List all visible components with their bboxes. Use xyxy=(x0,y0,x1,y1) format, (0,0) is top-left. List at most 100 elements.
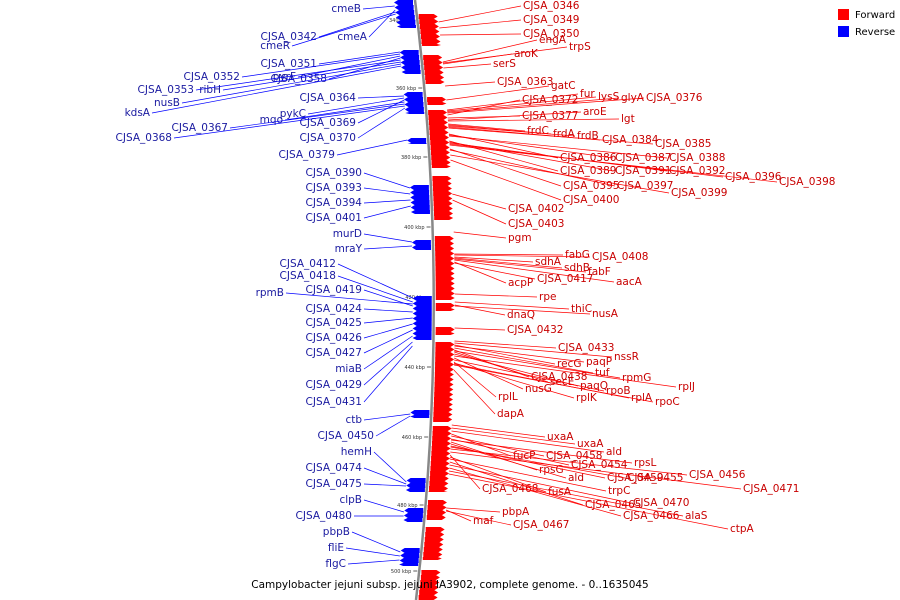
reverse-gene-label[interactable]: CJSA_0394 xyxy=(306,197,363,209)
forward-gene-label[interactable]: ctpA xyxy=(730,523,755,535)
reverse-gene-label[interactable]: CJSA_0419 xyxy=(306,284,362,296)
forward-gene-label[interactable]: CJSA_0389 xyxy=(560,165,616,177)
reverse-gene-label[interactable]: CJSA_0379 xyxy=(279,149,335,161)
forward-gene-label[interactable]: CJSA_0471 xyxy=(743,483,799,495)
reverse-gene-label[interactable]: pykC xyxy=(280,108,306,120)
reverse-gene-label[interactable]: CJSA_0390 xyxy=(306,167,362,179)
forward-gene-label[interactable]: acpP xyxy=(508,277,533,289)
reverse-gene-label[interactable]: ctb xyxy=(345,414,362,426)
forward-gene-label[interactable]: pgm xyxy=(508,232,532,244)
reverse-gene-label[interactable]: CJSA_0364 xyxy=(300,92,357,104)
reverse-gene-label[interactable]: rpmB xyxy=(256,287,284,299)
forward-gene-label[interactable]: rplL xyxy=(498,391,518,403)
reverse-gene-label[interactable]: clpB xyxy=(339,494,362,506)
reverse-gene-label[interactable]: pbpB xyxy=(323,526,350,538)
reverse-gene-label[interactable]: murD xyxy=(333,228,362,240)
forward-gene-label[interactable]: paqQ xyxy=(580,380,608,392)
reverse-gene-label[interactable]: CJSA_0412 xyxy=(280,258,336,270)
forward-gene-label[interactable]: rplJ xyxy=(678,381,695,393)
forward-gene-label[interactable]: CJSA_0388 xyxy=(669,152,725,164)
reverse-gene-label[interactable]: CJSA_0450 xyxy=(318,430,374,442)
forward-gene-label[interactable]: CJSA_0372 xyxy=(522,94,578,106)
reverse-gene-label[interactable]: CJSA_0429 xyxy=(306,379,362,391)
forward-gene-label[interactable]: fabF xyxy=(588,266,611,278)
forward-gene-label[interactable]: CJSA_0346 xyxy=(523,0,580,12)
forward-gene-label[interactable]: CJSA_0454 xyxy=(571,459,628,471)
forward-gene-label[interactable]: rpmG xyxy=(622,372,651,384)
reverse-gene-label[interactable]: CJSA_0342 xyxy=(261,31,317,43)
reverse-gene-label[interactable]: CJSA_0474 xyxy=(306,462,363,474)
forward-gene-label[interactable]: CJSA_0350 xyxy=(523,28,579,40)
reverse-gene-label[interactable]: CJSA_0351 xyxy=(261,58,317,70)
forward-gene-label[interactable]: rpe xyxy=(539,291,556,303)
reverse-gene-label[interactable]: kdsA xyxy=(125,107,151,119)
reverse-gene-label[interactable]: CJSA_0370 xyxy=(300,132,356,144)
forward-gene-label[interactable]: aroE xyxy=(583,106,607,118)
forward-gene-label[interactable]: maf xyxy=(473,515,494,527)
forward-gene-label[interactable]: ald xyxy=(568,472,584,484)
forward-gene-label[interactable]: CJSA_0395 xyxy=(563,180,619,192)
forward-gene-label[interactable]: CJSA_0402 xyxy=(508,203,564,215)
forward-gene-label[interactable]: dapA xyxy=(497,408,525,420)
forward-gene-label[interactable]: sdhB xyxy=(564,262,590,274)
forward-gene-label[interactable]: CJSA_0403 xyxy=(508,218,564,230)
forward-gene-label[interactable]: pbpA xyxy=(502,506,530,518)
forward-gene-label[interactable]: glyA xyxy=(621,92,645,104)
forward-gene-label[interactable]: CJSA_0363 xyxy=(497,76,553,88)
forward-gene-label[interactable]: CJSA_0470 xyxy=(633,497,689,509)
reverse-gene-label[interactable]: cmeA xyxy=(337,31,367,43)
forward-gene-label[interactable]: rplK xyxy=(576,392,598,404)
forward-gene-label[interactable]: dnaQ xyxy=(507,309,535,321)
reverse-gene-label[interactable]: fliE xyxy=(328,542,344,554)
reverse-gene-label[interactable]: CJSA_0369 xyxy=(300,117,356,129)
forward-gene-label[interactable]: CJSA_0392 xyxy=(669,165,725,177)
reverse-gene-label[interactable]: CJSA_0352 xyxy=(184,71,240,83)
forward-gene-label[interactable]: CJSA_0456 xyxy=(689,469,746,481)
reverse-gene-label[interactable]: CJSA_0367 xyxy=(172,122,228,134)
forward-gene-label[interactable]: paqP xyxy=(586,356,612,368)
reverse-gene-label[interactable]: CJSA_0424 xyxy=(306,303,363,315)
forward-gene-label[interactable]: CJSA_0459 xyxy=(607,472,663,484)
forward-gene-label[interactable]: CJSA_0467 xyxy=(513,519,569,531)
reverse-gene-label[interactable]: CJSA_0401 xyxy=(306,212,362,224)
forward-gene-label[interactable]: rplA xyxy=(631,392,653,404)
forward-gene-label[interactable]: CJSA_0399 xyxy=(671,187,727,199)
forward-gene-label[interactable]: rpsL xyxy=(634,457,656,469)
reverse-gene-label[interactable]: CJSA_0418 xyxy=(280,270,336,282)
forward-gene-label[interactable]: CJSA_0396 xyxy=(725,171,782,183)
forward-gene-label[interactable]: CJSA_0433 xyxy=(558,342,614,354)
forward-gene-label[interactable]: CJSA_0387 xyxy=(615,152,671,164)
forward-gene-label[interactable]: CJSA_0400 xyxy=(563,194,619,206)
forward-gene-label[interactable]: sdhA xyxy=(535,256,562,268)
forward-gene-label[interactable]: engA xyxy=(539,34,567,46)
forward-gene-label[interactable]: frdA xyxy=(553,128,575,140)
reverse-gene-label[interactable]: ribH xyxy=(199,84,221,96)
forward-gene-label[interactable]: lgt xyxy=(621,113,635,125)
forward-gene-label[interactable]: CJSA_0384 xyxy=(602,134,659,146)
forward-gene-label[interactable]: CJSA_0438 xyxy=(531,371,587,383)
forward-gene-label[interactable]: aroK xyxy=(514,48,539,60)
forward-gene-label[interactable]: rpoB xyxy=(606,385,631,397)
reverse-gene-label[interactable]: CJSA_0353 xyxy=(138,84,194,96)
reverse-gene-label[interactable]: flgC xyxy=(325,558,346,570)
forward-gene-label[interactable]: gatC xyxy=(551,80,576,92)
forward-gene-label[interactable]: thiC xyxy=(571,303,592,315)
forward-gene-label[interactable]: CJSA_0398 xyxy=(779,176,835,188)
reverse-gene-label[interactable]: CJSA_0480 xyxy=(296,510,352,522)
forward-gene-label[interactable]: rpsG xyxy=(539,464,564,476)
forward-gene-label[interactable]: CJSA_0376 xyxy=(646,92,703,104)
reverse-gene-label[interactable]: CJSA_0475 xyxy=(306,478,362,490)
reverse-gene-label[interactable]: mraY xyxy=(335,243,363,255)
reverse-gene-label[interactable]: CJSA_0393 xyxy=(306,182,362,194)
reverse-gene-label[interactable]: CJSA_0427 xyxy=(306,347,362,359)
forward-gene-label[interactable]: fur xyxy=(580,88,595,100)
forward-gene-label[interactable]: trpC xyxy=(608,485,630,497)
forward-gene-label[interactable]: CJSA_0408 xyxy=(592,251,648,263)
forward-gene-label[interactable]: CJSA_0397 xyxy=(617,180,673,192)
forward-gene-label[interactable]: CJSA_0385 xyxy=(655,138,711,150)
forward-gene-label[interactable]: uxaA xyxy=(577,438,604,450)
forward-gene-label[interactable]: aacA xyxy=(616,276,643,288)
forward-gene-label[interactable]: uxaA xyxy=(547,431,574,443)
forward-gene-label[interactable]: alaS xyxy=(685,510,708,522)
reverse-gene-label[interactable]: cmeB xyxy=(331,3,361,15)
